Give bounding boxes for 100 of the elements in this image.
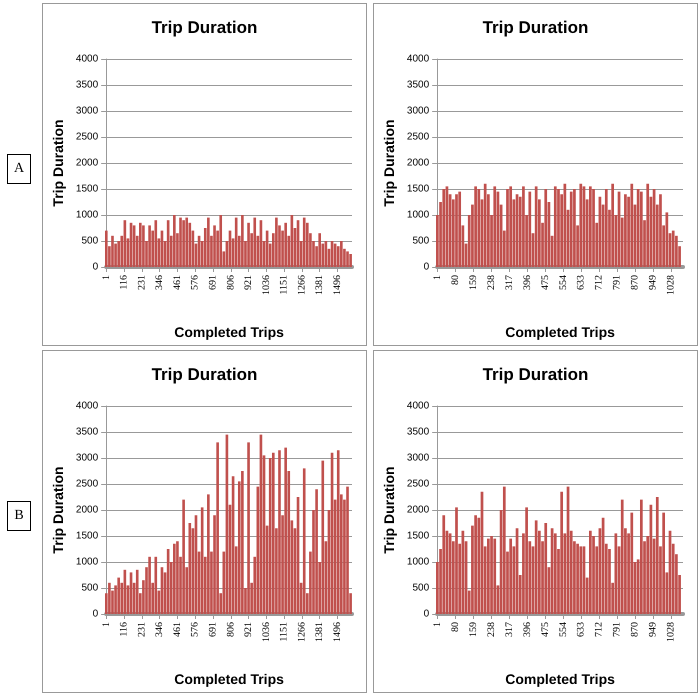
bar <box>272 452 275 614</box>
y-tick-label: 0 <box>92 608 99 620</box>
bar <box>194 515 198 614</box>
y-tick-label: 4000 <box>76 400 99 412</box>
chart-title: Trip Duration <box>482 18 588 37</box>
bar <box>340 241 343 267</box>
x-tick-label: 1 <box>432 622 443 627</box>
x-tick-label: 1266 <box>296 275 308 295</box>
bar <box>534 186 538 267</box>
y-tick-label: 2500 <box>76 132 99 142</box>
x-tick-label: 791 <box>612 275 623 290</box>
bar <box>132 225 136 267</box>
y-tick-label: 1500 <box>406 184 430 194</box>
bar <box>296 497 300 614</box>
x-axis-title: Completed Trips <box>505 671 616 687</box>
bar <box>493 538 496 614</box>
bar <box>570 192 573 267</box>
y-tick-label: 3500 <box>76 80 99 90</box>
x-tick-label: 346 <box>154 275 166 290</box>
bar <box>130 572 132 614</box>
bar <box>302 218 306 267</box>
bar <box>458 192 462 267</box>
x-tick-label: 396 <box>522 622 533 637</box>
bar <box>620 500 624 614</box>
x-tick-label: 712 <box>594 622 605 637</box>
bar <box>462 530 464 614</box>
x-tick-label: 317 <box>504 622 515 637</box>
bar <box>346 251 349 267</box>
y-tick-label: 4000 <box>406 54 430 64</box>
bar <box>576 544 579 614</box>
text: B <box>7 501 31 531</box>
x-tick-label: 633 <box>576 275 587 290</box>
bar <box>630 184 634 267</box>
bar <box>290 215 294 267</box>
x-tick-label: 949 <box>648 275 659 290</box>
x-tick-label: 1496 <box>332 622 343 642</box>
y-tick-label: 2500 <box>406 478 430 490</box>
bar <box>544 523 548 614</box>
x-tick-label: 1 <box>100 622 112 627</box>
bar <box>662 512 666 614</box>
y-tick-label: 1000 <box>76 210 99 220</box>
x-tick-label: 691 <box>207 275 218 290</box>
bar <box>484 184 487 267</box>
bar <box>260 220 262 267</box>
x-tick-label: 159 <box>468 275 479 290</box>
bar <box>528 192 532 267</box>
bar <box>487 538 490 614</box>
bar <box>588 186 592 267</box>
bar <box>148 556 151 614</box>
bar <box>198 236 200 267</box>
bar <box>179 218 182 267</box>
bar <box>598 196 602 267</box>
bar <box>166 549 170 614</box>
bar <box>640 500 643 614</box>
bar <box>474 515 477 614</box>
y-tick-label: 3000 <box>76 106 99 116</box>
bar <box>154 556 158 614</box>
bar <box>253 218 256 267</box>
y-tick-label: 3500 <box>406 80 430 90</box>
bar <box>324 241 328 267</box>
bar <box>216 442 219 614</box>
bar <box>111 236 114 267</box>
bar <box>226 434 228 614</box>
bar <box>200 507 204 614</box>
bar <box>247 222 250 267</box>
x-tick-label: 461 <box>172 622 183 637</box>
bar <box>659 194 662 267</box>
bar <box>579 546 582 614</box>
bar <box>554 186 557 267</box>
bar <box>182 500 185 614</box>
y-tick-label: 3500 <box>406 426 430 438</box>
bar <box>630 512 634 614</box>
chart-title: Trip Duration <box>152 18 258 37</box>
bar <box>502 486 506 614</box>
bar <box>672 230 675 267</box>
bar <box>247 442 250 614</box>
x-tick-label: 949 <box>648 622 659 637</box>
y-tick-label: 2000 <box>76 504 99 516</box>
y-tick-label: 0 <box>424 262 430 272</box>
x-tick-label: 317 <box>504 275 515 290</box>
y-tick-label: 2000 <box>406 504 430 516</box>
bar <box>557 189 560 267</box>
y-axis-title: Trip Duration <box>50 466 66 554</box>
x-tick-label: 461 <box>172 275 183 290</box>
bar <box>296 220 300 267</box>
bar <box>480 492 484 614</box>
y-tick-label: 1500 <box>76 184 99 194</box>
bar <box>550 528 554 614</box>
bar <box>493 186 496 267</box>
bar <box>525 507 528 614</box>
x-tick-label: 231 <box>136 622 148 637</box>
bar <box>336 450 340 614</box>
bar <box>330 241 334 267</box>
bar <box>188 523 192 614</box>
x-tick-label: 554 <box>558 622 569 637</box>
bar <box>582 546 586 614</box>
bar <box>207 494 210 614</box>
bar <box>588 530 592 614</box>
x-tick-label: 1266 <box>296 622 308 642</box>
x-tick-label: 1151 <box>278 275 290 295</box>
